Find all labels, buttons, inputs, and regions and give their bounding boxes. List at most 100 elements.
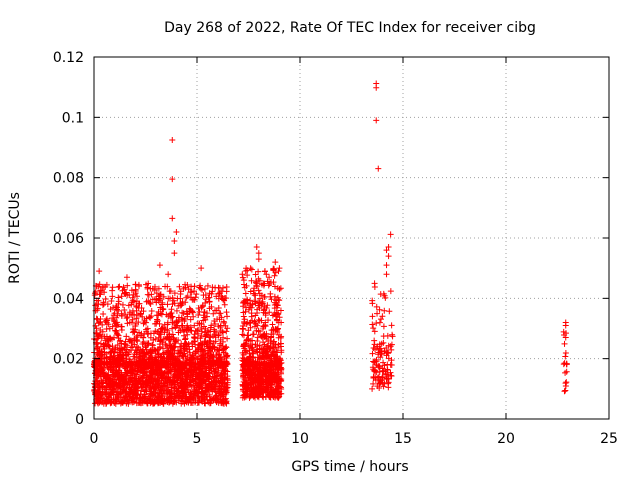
data-point	[196, 320, 203, 327]
data-point	[192, 294, 199, 301]
data-point	[247, 359, 254, 366]
data-point	[274, 389, 281, 396]
data-point	[265, 282, 272, 289]
data-point	[198, 304, 205, 311]
data-point	[100, 371, 107, 378]
data-point	[241, 389, 248, 396]
data-point	[205, 343, 212, 350]
data-point	[171, 398, 178, 405]
data-point	[103, 400, 110, 407]
data-point	[164, 383, 171, 390]
data-point	[169, 176, 176, 183]
data-point	[128, 287, 135, 294]
data-point	[182, 371, 189, 378]
y-tick-label: 0	[75, 412, 84, 428]
data-points	[91, 80, 570, 407]
data-point	[370, 325, 377, 332]
data-point	[376, 319, 383, 326]
data-point	[147, 300, 154, 307]
data-point	[252, 385, 259, 392]
data-point	[108, 389, 115, 396]
data-point	[276, 297, 283, 304]
data-point	[369, 300, 376, 307]
data-point	[147, 369, 154, 376]
data-point	[218, 288, 225, 295]
data-point	[143, 319, 150, 326]
data-point	[209, 288, 216, 295]
data-point	[266, 391, 273, 398]
data-point	[136, 378, 143, 385]
data-point	[184, 282, 191, 289]
data-point	[179, 316, 186, 323]
data-point	[97, 352, 104, 359]
data-point	[126, 397, 133, 404]
data-point	[244, 267, 251, 274]
data-point	[182, 388, 189, 395]
data-point	[174, 388, 181, 395]
data-point	[376, 363, 383, 370]
data-point	[378, 340, 385, 347]
data-point	[119, 399, 126, 406]
data-point	[104, 372, 111, 379]
data-point	[219, 328, 226, 335]
data-point	[121, 307, 128, 314]
data-point	[253, 364, 260, 371]
data-point	[201, 389, 208, 396]
data-point	[248, 277, 255, 284]
data-point	[188, 363, 195, 370]
data-point	[115, 391, 122, 398]
data-point	[199, 355, 206, 362]
data-point	[260, 346, 267, 353]
x-tick-label: 20	[497, 431, 515, 447]
axis-ticks: 0 5 10 15 20 25 0 0.02 0.04 0.06 0.08 0.1 0.12	[53, 50, 618, 447]
data-point	[205, 354, 212, 361]
data-point	[168, 394, 175, 401]
data-point	[169, 215, 176, 222]
data-point	[172, 371, 179, 378]
data-point	[132, 386, 139, 393]
data-point	[109, 343, 116, 350]
data-point	[265, 317, 272, 324]
data-point	[215, 284, 222, 291]
data-point	[381, 307, 388, 314]
data-point	[175, 302, 182, 309]
data-point	[124, 314, 131, 321]
data-point	[122, 388, 129, 395]
data-point	[195, 374, 202, 381]
x-tick-label: 0	[90, 431, 99, 447]
data-point	[167, 351, 174, 358]
data-point	[221, 301, 228, 308]
data-point	[100, 299, 107, 306]
data-point	[258, 355, 265, 362]
data-point	[163, 311, 170, 318]
data-point	[119, 389, 126, 396]
data-point	[224, 313, 231, 320]
data-point	[114, 331, 121, 338]
data-point	[261, 268, 268, 275]
data-point	[193, 386, 200, 393]
data-point	[93, 315, 100, 322]
data-point	[561, 388, 568, 395]
data-point	[272, 259, 279, 266]
data-point	[189, 296, 196, 303]
data-point	[105, 337, 112, 344]
data-point	[216, 347, 223, 354]
data-point	[373, 117, 380, 124]
data-point	[144, 330, 151, 337]
data-point	[204, 372, 211, 379]
data-point	[98, 335, 105, 342]
data-point	[248, 304, 255, 311]
data-point	[370, 358, 377, 365]
data-point	[276, 393, 283, 400]
data-point	[254, 334, 261, 341]
data-point	[108, 298, 115, 305]
data-point	[109, 293, 116, 300]
data-point	[198, 352, 205, 359]
data-point	[171, 250, 178, 257]
data-point	[99, 321, 106, 328]
data-point	[385, 350, 392, 357]
data-point	[136, 350, 143, 357]
x-axis-label: GPS time / hours	[291, 459, 408, 475]
data-point	[201, 400, 208, 407]
